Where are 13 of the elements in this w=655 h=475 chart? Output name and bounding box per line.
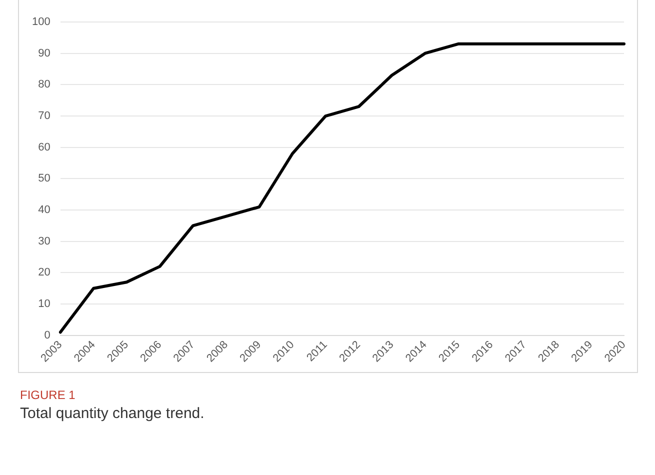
y-tick-label: 60	[38, 141, 50, 154]
y-tick-label: 20	[38, 266, 50, 279]
text: Total quantity change trend.	[20, 405, 204, 422]
y-tick-label: 90	[38, 47, 50, 60]
y-tick-label: 10	[38, 298, 50, 310]
caption: FIGURE 1	[20, 388, 76, 402]
y-tick-label: 40	[38, 204, 50, 216]
y-tick-label: 100	[32, 16, 50, 28]
y-tick-label: 30	[38, 235, 50, 248]
y-tick-label: 70	[38, 110, 50, 122]
y-tick-label: 80	[38, 78, 50, 91]
y-tick-label: 50	[38, 172, 50, 185]
y-tick-label: 0	[44, 329, 50, 342]
